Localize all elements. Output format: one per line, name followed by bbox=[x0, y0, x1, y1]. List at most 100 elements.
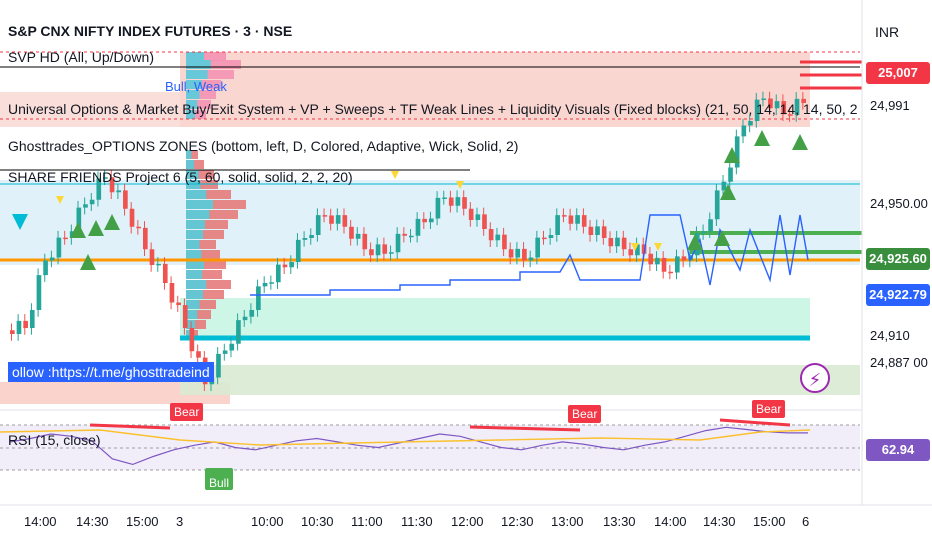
symbol-title[interactable]: S&P CNX NIFTY INDEX FUTURES · 3 · NSE bbox=[8, 23, 293, 39]
candle-body bbox=[522, 248, 527, 261]
indicator-share-friends[interactable]: SHARE FRIENDS Project 6 (5, 60, solid, s… bbox=[8, 169, 353, 185]
candle-body bbox=[282, 264, 288, 268]
telegram-link[interactable]: ollow :https://t.me/ghosttradeind bbox=[8, 362, 214, 382]
sell-arrow-icon bbox=[12, 214, 28, 230]
candle-body bbox=[156, 263, 161, 266]
candle-body bbox=[236, 320, 241, 344]
candle-body bbox=[475, 214, 481, 220]
candle-body bbox=[655, 257, 660, 265]
bear-tag: Bear bbox=[752, 400, 786, 418]
candle-body bbox=[608, 238, 614, 247]
resistance-zone-left bbox=[0, 92, 180, 127]
volume-profile-bar bbox=[186, 320, 206, 329]
time-tick: 13:00 bbox=[551, 514, 584, 529]
candle-body bbox=[36, 275, 42, 310]
candle-body bbox=[621, 237, 627, 250]
candle-body bbox=[83, 204, 88, 208]
price-tick: 24,887 00 bbox=[870, 355, 928, 370]
candle-body bbox=[714, 190, 720, 220]
candle-body bbox=[136, 226, 141, 229]
volume-profile-bar-up bbox=[186, 240, 200, 249]
candle-body bbox=[182, 305, 188, 328]
candle-body bbox=[515, 248, 521, 258]
buy-arrow-icon bbox=[720, 184, 736, 200]
time-tick: 14:00 bbox=[24, 514, 57, 529]
indicator-ghosttrades[interactable]: Ghosttrades_OPTIONS ZONES (bottom, left,… bbox=[8, 138, 519, 154]
candle-body bbox=[43, 260, 48, 276]
volume-profile-bar bbox=[186, 70, 234, 79]
candle-body bbox=[189, 328, 195, 352]
time-tick: 11:30 bbox=[401, 514, 433, 529]
candle-body bbox=[355, 233, 361, 239]
buy-arrow-icon bbox=[754, 130, 770, 146]
candle-body bbox=[415, 218, 421, 236]
lightning-icon[interactable]: ⚡ bbox=[800, 363, 830, 393]
candle-body bbox=[495, 234, 501, 241]
candle-body bbox=[89, 199, 95, 205]
candle-body bbox=[162, 263, 168, 283]
small-signal-icon bbox=[654, 243, 662, 251]
volume-profile-bar-up bbox=[186, 210, 210, 219]
candle-body bbox=[595, 226, 600, 235]
candle-body bbox=[16, 320, 22, 334]
candle-body bbox=[149, 249, 155, 265]
candle-body bbox=[23, 320, 28, 328]
candle-body bbox=[422, 218, 427, 223]
candle-body bbox=[502, 234, 507, 250]
candle-body bbox=[575, 215, 580, 224]
candle-body bbox=[448, 197, 454, 206]
volume-profile-bar-up bbox=[186, 260, 204, 269]
volume-profile-bar-up bbox=[186, 230, 204, 239]
volume-profile-bar-up bbox=[186, 52, 204, 61]
bear-tag: Bear bbox=[568, 405, 602, 423]
candle-body bbox=[176, 302, 181, 306]
buy-arrow-icon bbox=[80, 254, 96, 270]
small-signal-icon bbox=[391, 171, 399, 179]
candle-body bbox=[49, 257, 55, 261]
candle-body bbox=[395, 233, 401, 253]
volume-profile-bar-up bbox=[186, 290, 204, 299]
volume-profile-bar bbox=[186, 90, 216, 99]
candle-body bbox=[555, 215, 560, 235]
candle-body bbox=[728, 167, 733, 182]
candle-body bbox=[754, 99, 760, 121]
candle-body bbox=[63, 237, 68, 240]
candle-body bbox=[256, 286, 261, 310]
candle-body bbox=[628, 249, 634, 256]
candle-body bbox=[222, 350, 228, 354]
bear-divergence-2 bbox=[469, 425, 581, 432]
candle-body bbox=[561, 215, 567, 217]
candle-body bbox=[216, 353, 221, 378]
candle-body bbox=[442, 197, 447, 199]
currency-label[interactable]: INR bbox=[875, 24, 900, 40]
candle-body bbox=[774, 101, 780, 109]
signal-markers bbox=[12, 130, 808, 270]
volume-profile-bar-up bbox=[186, 250, 202, 259]
buy-arrow-icon bbox=[70, 222, 86, 238]
bear-divergence-1 bbox=[89, 423, 171, 430]
rsi-indicator-label[interactable]: RSI (15, close) bbox=[8, 432, 101, 448]
indicator-universal-options[interactable]: Universal Options & Market Buy/Exit Syst… bbox=[8, 101, 858, 117]
candle-body bbox=[116, 190, 122, 193]
candle-body bbox=[249, 310, 255, 317]
candle-body bbox=[103, 177, 108, 179]
candle-body bbox=[482, 214, 487, 229]
candle-body bbox=[269, 282, 274, 284]
candle-body bbox=[794, 98, 800, 115]
buy-arrow-icon bbox=[687, 234, 703, 250]
candle-body bbox=[295, 239, 301, 262]
time-tick: 12:00 bbox=[451, 514, 484, 529]
volume-profile-bar bbox=[186, 310, 211, 319]
indicator-svp[interactable]: SVP HD (All, Up/Down) bbox=[8, 49, 155, 65]
time-tick: 14:30 bbox=[76, 514, 109, 529]
volume-profile-bar bbox=[186, 80, 221, 89]
price-tick: 24,991 bbox=[870, 98, 910, 113]
volume-profile-bar bbox=[186, 220, 228, 229]
volume-profile-bar bbox=[186, 110, 206, 119]
green-level-badge: 24,925.60 bbox=[866, 248, 930, 270]
small-signal-icon bbox=[456, 181, 464, 189]
candle-body bbox=[428, 218, 434, 223]
volume-profile-bar bbox=[186, 300, 216, 309]
candle-body bbox=[741, 125, 747, 137]
